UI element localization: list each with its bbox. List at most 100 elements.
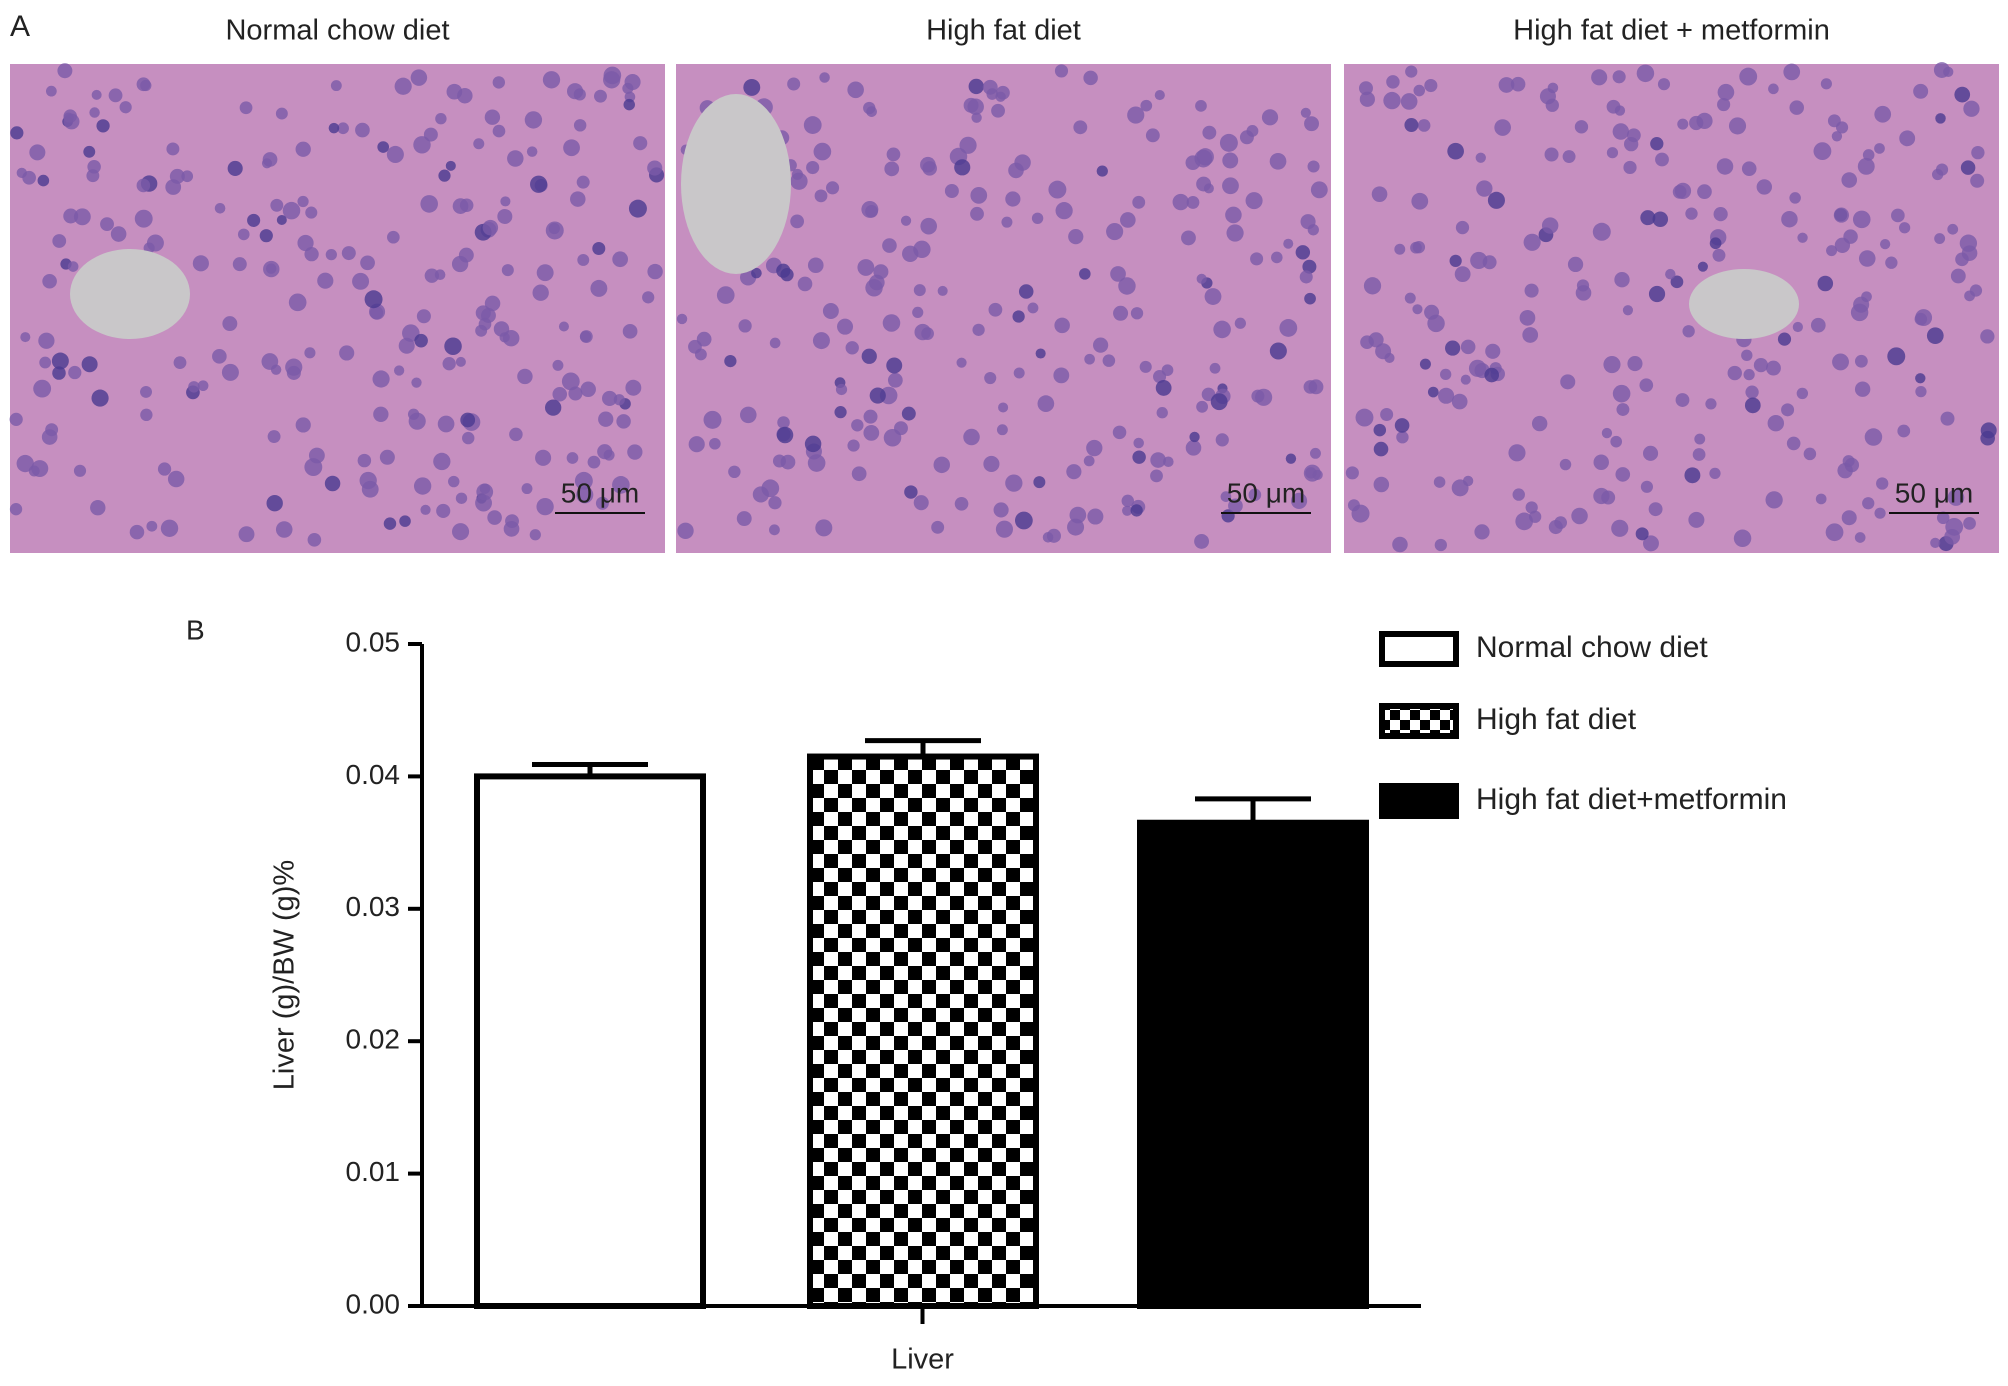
nucleus (399, 515, 411, 527)
nucleus (625, 379, 642, 396)
nucleus (972, 323, 985, 336)
nucleus (996, 424, 1008, 436)
scale-bar-label: 50 μm (561, 477, 639, 508)
nucleus (1781, 210, 1798, 228)
nucleus (1383, 91, 1401, 110)
nucleus (1652, 211, 1669, 227)
nucleus (861, 200, 879, 218)
nucleus (1396, 431, 1409, 444)
nucleus (1475, 152, 1486, 163)
nucleus (819, 72, 830, 83)
nucleus (500, 196, 511, 207)
nucleus (1438, 387, 1455, 404)
nucleus (1196, 400, 1209, 413)
nucleus (1380, 407, 1394, 421)
nucleus (83, 145, 96, 158)
nucleus (633, 136, 648, 151)
nucleus (590, 279, 608, 297)
nucleus (1657, 78, 1671, 91)
bar (807, 753, 1039, 1309)
nucleus (847, 439, 860, 452)
nucleus (1181, 230, 1196, 246)
nucleus (197, 380, 209, 392)
nucleus (1300, 214, 1316, 230)
nucleus (1035, 348, 1046, 359)
nucleus (1574, 120, 1589, 134)
nucleus (1826, 245, 1838, 257)
nucleus (285, 358, 303, 376)
nucleus (901, 406, 916, 421)
nucleus (861, 348, 877, 364)
nucleus (446, 83, 463, 100)
legend-swatch (1379, 703, 1459, 739)
nucleus (91, 389, 109, 407)
nucleus (379, 449, 395, 465)
nucleus (598, 411, 614, 427)
nucleus (813, 142, 832, 161)
nucleus (1697, 184, 1712, 199)
nucleus (475, 324, 488, 337)
nucleus (587, 455, 601, 469)
nucleus (1384, 352, 1395, 364)
nucleus (1648, 285, 1666, 303)
nucleus (954, 159, 971, 176)
nucleus (970, 187, 988, 204)
nucleus (1753, 357, 1769, 373)
nucleus (1934, 233, 1946, 245)
nucleus (576, 175, 590, 189)
nucleus (1073, 120, 1088, 135)
nucleus (1854, 532, 1866, 543)
nucleus (1359, 91, 1375, 107)
nucleus (1677, 118, 1689, 130)
nucleus (1139, 360, 1152, 373)
nucleus (1522, 327, 1539, 343)
nucleus (1455, 220, 1470, 235)
nucleus (410, 69, 428, 86)
nucleus (383, 517, 397, 530)
nucleus (984, 371, 997, 385)
nucleus (1373, 423, 1387, 437)
bar (1137, 819, 1369, 1309)
nucleus (288, 293, 307, 312)
nucleus (188, 381, 200, 393)
nucleus (913, 495, 929, 511)
nucleus (1106, 222, 1124, 241)
nucleus (304, 458, 323, 477)
nucleus (413, 477, 432, 495)
nucleus (857, 259, 875, 276)
nucleus (357, 453, 372, 468)
nucleus (1494, 119, 1511, 136)
nucleus (509, 427, 523, 442)
nucleus (462, 431, 475, 445)
nucleus (1470, 251, 1488, 270)
nucleus (1768, 83, 1779, 95)
nucleus (1360, 335, 1374, 350)
error-bar (865, 738, 981, 757)
nucleus (887, 372, 903, 388)
nucleus (1037, 395, 1055, 412)
nucleus (1611, 519, 1629, 537)
nucleus (815, 519, 833, 537)
nucleus (413, 136, 431, 154)
nucleus (1560, 374, 1576, 390)
nucleus (1559, 458, 1572, 471)
nucleus (1055, 202, 1073, 220)
nucleus (1130, 307, 1144, 320)
y-tick-label: 0.02 (346, 1024, 401, 1055)
nucleus (1727, 365, 1742, 381)
nucleus (1484, 367, 1500, 383)
nucleus (352, 272, 370, 290)
nucleus (1980, 422, 1997, 439)
nucleus (1434, 538, 1447, 552)
nucleus (181, 170, 194, 183)
nucleus (1405, 65, 1418, 78)
nucleus (736, 511, 752, 526)
nucleus (1394, 243, 1406, 255)
nucleus (882, 314, 901, 332)
nucleus (1204, 288, 1222, 305)
nucleus (1018, 284, 1034, 299)
nucleus (267, 430, 281, 443)
nucleus (1251, 389, 1265, 403)
nucleus (475, 494, 492, 512)
